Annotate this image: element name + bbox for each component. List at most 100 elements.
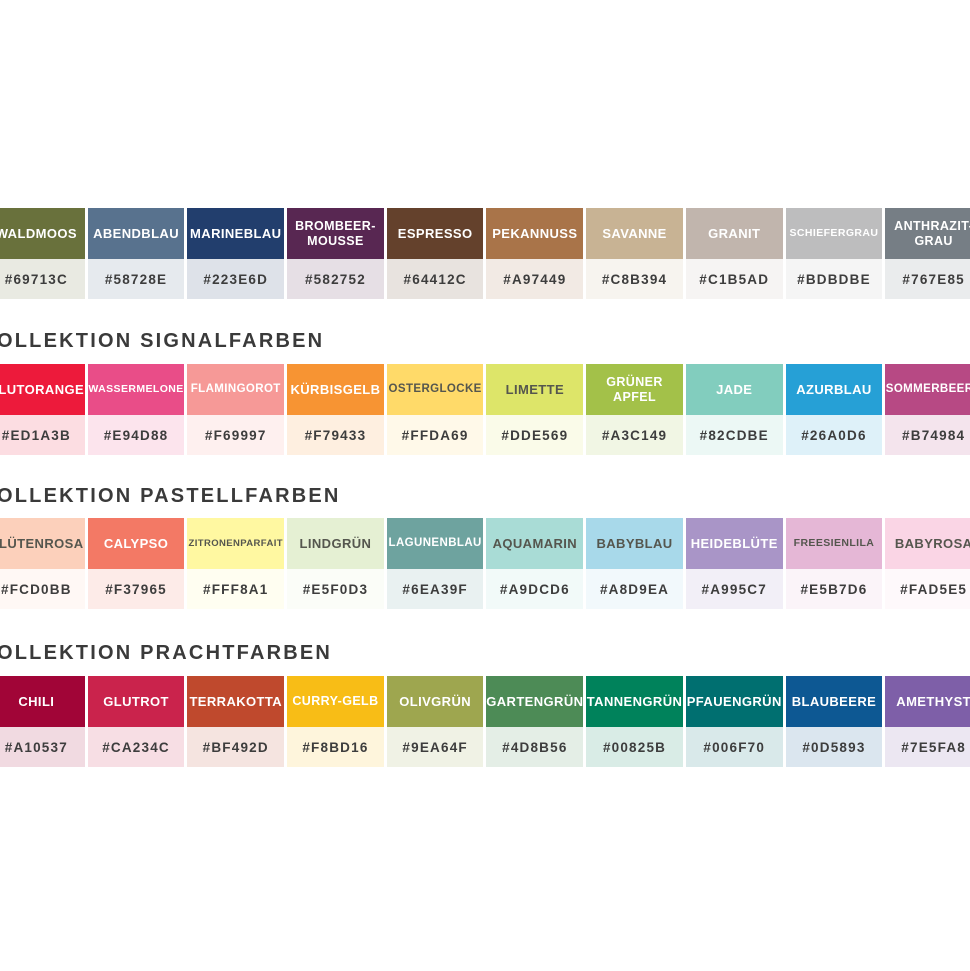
swatch-name-label: BABYROSA	[894, 535, 970, 551]
swatch-cell: GRANIT #C1B5AD	[685, 208, 783, 299]
swatch-name-label: WALDMOOS	[0, 225, 77, 241]
hex-code-band: #00825B	[586, 727, 683, 767]
hex-code-band: #E94D88	[87, 415, 185, 455]
swatch-name-label: SAVANNE	[602, 225, 667, 241]
swatch-cell: AZURBLAU #26A0D6	[785, 364, 883, 455]
hex-code-band: #223E6D	[187, 259, 285, 299]
hex-code-label: #58728E	[104, 271, 168, 287]
color-chip: FREESIENLILA	[785, 518, 883, 569]
hex-code-band: #A9DCD6	[486, 569, 584, 609]
swatch-name-label: ZITRONENPARFAIT	[188, 537, 283, 549]
color-chip: LIMETTE	[486, 364, 584, 415]
swatch-name-label: AZURBLAU	[796, 381, 872, 397]
color-chip: GLUTROT	[87, 676, 185, 727]
hex-code-label: #223E6D	[203, 271, 269, 287]
hex-code-label: #E5B7D6	[800, 581, 868, 597]
swatch-name-label: MARINEBLAU	[190, 225, 282, 241]
hex-code-label: #B74984	[902, 427, 966, 443]
swatch-name-label: PFAUENGRÜN	[686, 693, 782, 709]
hex-code-label: #69713C	[4, 271, 68, 287]
swatch-name-label: GRANIT	[708, 225, 761, 241]
swatch-name-label: GRÜNER APFEL	[606, 374, 663, 404]
hex-code-band: #CA234C	[87, 727, 185, 767]
color-chip: PEKANNUSS	[486, 208, 584, 259]
swatch-name-label: BROMBEER-MOUSSE	[295, 218, 376, 248]
color-chip: CURRY-GELB	[287, 676, 384, 727]
hex-code-band: #FAD5E5	[885, 569, 970, 609]
swatch-name-label: KÜRBISGELB	[290, 381, 381, 397]
swatch-name-label: GLUTROT	[103, 693, 169, 709]
hex-code-label: #00825B	[602, 739, 667, 755]
swatch-cell: GARTENGRÜN #4D8B56	[486, 676, 584, 767]
hex-code-label: #A10537	[4, 739, 68, 755]
color-collections-container: WALDMOOS #69713C ABENDBLAU #58728E MARIN…	[0, 208, 970, 767]
hex-code-label: #CA234C	[102, 739, 170, 755]
swatch-cell: TERRAKOTTA #BF492D	[187, 676, 285, 767]
hex-code-label: #A9DCD6	[499, 581, 570, 597]
hex-code-band: #BF492D	[187, 727, 285, 767]
swatch-name-label: HEIDEBLÜTE	[690, 535, 778, 551]
hex-code-band: #6EA39F	[386, 569, 484, 609]
swatch-cell: BLAUBEERE #0D5893	[785, 676, 883, 767]
hex-code-band: #FFF8A1	[187, 569, 285, 609]
color-chip: OSTERGLOCKE	[386, 364, 484, 415]
color-chip: BLUTORANGE	[0, 364, 85, 415]
swatch-cell: SOMMERBEERE #B74984	[885, 364, 970, 455]
section-heading: OLLEKTION SIGNALFARBEN	[0, 330, 325, 352]
hex-code-band: #4D8B56	[486, 727, 584, 767]
hex-code-band: #82CDBE	[685, 415, 783, 455]
hex-code-band: #582752	[287, 259, 384, 299]
hex-code-band: #A97449	[486, 259, 584, 299]
color-chip: TANNENGRÜN	[586, 676, 683, 727]
hex-code-band: #F69997	[187, 415, 285, 455]
swatch-name-label: TERRAKOTTA	[189, 693, 283, 709]
hex-code-label: #FFF8A1	[203, 581, 269, 597]
swatch-name-label: LINDGRÜN	[299, 535, 372, 551]
color-chip: GRÜNER APFEL	[586, 364, 683, 415]
swatch-name-label: BLAUBEERE	[791, 693, 877, 709]
swatch-cell: CHILI #A10537	[0, 676, 85, 767]
section-heading: OLLEKTION PASTELLFARBEN	[0, 485, 341, 507]
swatch-name-label: AMETHYST	[896, 693, 970, 709]
hex-code-label: #F8BD16	[302, 739, 369, 755]
hex-code-band: #F79433	[287, 415, 384, 455]
swatch-cell: SCHIEFERGRAU #BDBDBE	[785, 208, 883, 299]
hex-code-band: #767E85	[885, 259, 970, 299]
hex-code-label: #FFDA69	[401, 427, 469, 443]
hex-code-band: #58728E	[87, 259, 185, 299]
swatch-cell: PEKANNUSS #A97449	[486, 208, 584, 299]
swatch-name-label: CHILI	[18, 693, 55, 709]
swatch-cell: BLÜTENROSA #FCD0BB	[0, 518, 85, 609]
color-chip: CHILI	[0, 676, 85, 727]
swatch-row: CHILI #A10537 GLUTROT #CA234C TERRAKOTTA…	[0, 676, 970, 767]
swatch-cell: BLUTORANGE #ED1A3B	[0, 364, 85, 455]
hex-code-label: #BF492D	[202, 739, 269, 755]
swatch-cell: PFAUENGRÜN #006F70	[685, 676, 783, 767]
swatch-name-label: TANNENGRÜN	[586, 693, 683, 709]
swatch-name-label: BABYBLAU	[596, 535, 673, 551]
hex-code-label: #ED1A3B	[1, 427, 71, 443]
swatch-cell: GRÜNER APFEL #A3C149	[586, 364, 683, 455]
swatch-name-label: LAGUNENBLAU	[388, 536, 482, 549]
swatch-cell: LIMETTE #DDE569	[486, 364, 584, 455]
hex-code-label: #E5F0D3	[302, 581, 369, 597]
swatch-name-label: ESPRESSO	[397, 225, 473, 241]
hex-code-band: #9EA64F	[386, 727, 484, 767]
swatch-cell: OSTERGLOCKE #FFDA69	[386, 364, 484, 455]
hex-code-band: #DDE569	[486, 415, 584, 455]
hex-code-label: #A97449	[503, 271, 567, 287]
color-chip: ZITRONENPARFAIT	[187, 518, 285, 569]
color-chip: ESPRESSO	[386, 208, 484, 259]
color-chip: KÜRBISGELB	[287, 364, 384, 415]
hex-code-band: #7E5FA8	[885, 727, 970, 767]
swatch-cell: BROMBEER-MOUSSE #582752	[287, 208, 384, 299]
hex-code-band: #69713C	[0, 259, 85, 299]
hex-code-band: #C8B394	[586, 259, 683, 299]
color-chip: SAVANNE	[586, 208, 683, 259]
swatch-cell: WASSERMELONE #E94D88	[87, 364, 185, 455]
swatch-cell: CALYPSO #F37965	[87, 518, 185, 609]
swatch-cell: GLUTROT #CA234C	[87, 676, 185, 767]
color-chip: OLIVGRÜN	[386, 676, 484, 727]
swatch-name-label: SCHIEFERGRAU	[789, 227, 879, 240]
hex-code-label: #C8B394	[601, 271, 668, 287]
